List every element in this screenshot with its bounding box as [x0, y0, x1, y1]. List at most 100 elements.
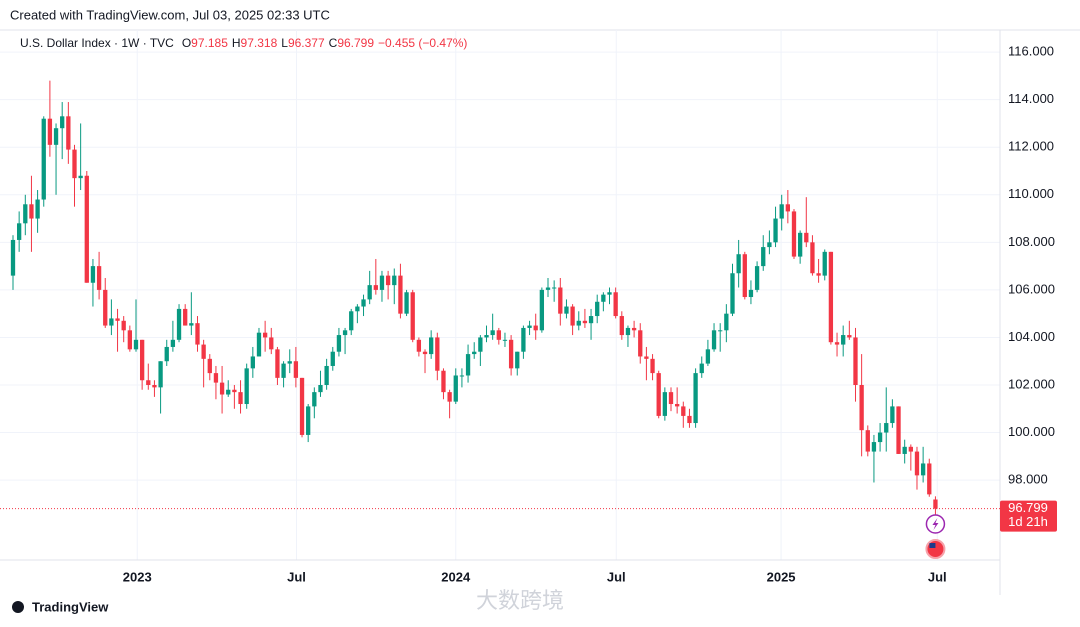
candle-body	[570, 306, 575, 326]
ohlc-value: 97.318	[241, 36, 278, 50]
candle-body	[656, 373, 661, 416]
brand: TradingView	[32, 599, 109, 614]
candle-body	[293, 361, 299, 378]
candle-body	[681, 406, 686, 416]
ohlc-letter: H	[232, 36, 241, 50]
candle-body	[336, 335, 342, 352]
event-icon-bolt	[932, 518, 939, 530]
flag-icon	[925, 539, 946, 559]
candle-body	[687, 415, 692, 424]
candle-body	[23, 204, 28, 224]
candle-body	[601, 294, 606, 302]
y-tick-label: 98.000	[1008, 472, 1048, 487]
candle-body	[35, 199, 40, 219]
y-tick-label: 100.000	[1008, 424, 1055, 439]
candle-body	[392, 275, 397, 286]
candle-body	[262, 332, 268, 338]
candle-body	[588, 316, 594, 324]
candle-body	[355, 306, 360, 312]
candle-body	[539, 289, 545, 331]
candle-body	[183, 308, 188, 326]
candle-body	[410, 292, 415, 340]
candle-body	[730, 273, 735, 314]
candle-body	[189, 323, 194, 326]
candle-body	[779, 204, 784, 219]
candle-body	[238, 392, 243, 405]
candle-body	[213, 373, 219, 383]
candle-body	[256, 332, 262, 357]
candle-body	[324, 365, 329, 385]
candle-body	[453, 375, 458, 402]
candle-body	[502, 339, 508, 341]
candle-body	[748, 289, 754, 298]
candle-body	[219, 382, 225, 395]
ohlc-value: 96.799	[337, 36, 374, 50]
candle-body	[521, 327, 526, 352]
candle-body	[472, 351, 477, 355]
candle-body	[847, 335, 852, 338]
candle-body	[834, 342, 840, 345]
y-tick-label: 110.000	[1008, 186, 1054, 201]
candle-body	[828, 251, 834, 343]
candle-body	[595, 301, 600, 317]
candle-body	[496, 330, 501, 340]
candle-body	[72, 149, 77, 179]
candle-body	[385, 275, 391, 286]
candle-body	[349, 311, 354, 331]
candle-body	[478, 337, 483, 352]
candle-body	[404, 292, 409, 314]
candle-body	[342, 330, 348, 336]
candle-body	[742, 254, 747, 298]
candle-body	[109, 318, 114, 326]
candle-body	[576, 320, 581, 326]
candle-body	[797, 232, 803, 257]
ohlc-letter: L	[281, 36, 288, 50]
x-tick-label: Jul	[607, 569, 626, 584]
candle-body	[484, 335, 489, 338]
candle-body	[146, 380, 151, 385]
candle-body	[53, 128, 59, 145]
y-tick-label: 104.000	[1008, 329, 1055, 344]
candle-body	[226, 389, 231, 395]
candle-body	[607, 292, 612, 295]
candle-body	[927, 463, 932, 495]
candle-body	[902, 446, 907, 454]
candle-body	[465, 354, 471, 376]
candle-body	[435, 337, 440, 371]
candle-body	[195, 323, 200, 345]
candle-body	[508, 339, 514, 369]
candle-body	[367, 285, 372, 300]
candle-body	[625, 327, 631, 336]
last-price-label: 96.799	[1008, 500, 1048, 515]
candle-body	[250, 356, 255, 369]
flag-icon-canton	[929, 543, 936, 548]
ohlc-value: 96.377	[288, 36, 325, 50]
candle-body	[306, 406, 311, 435]
candle-body	[662, 392, 668, 416]
candle-body	[201, 344, 206, 359]
candle-body	[816, 273, 821, 276]
watermark: 大数跨境	[476, 588, 564, 613]
candle-body	[865, 430, 870, 452]
candle-body	[791, 211, 797, 257]
candle-body	[582, 320, 588, 324]
candle-body	[773, 218, 778, 243]
candle-body	[822, 251, 827, 276]
candle-body	[275, 349, 280, 378]
candle-body	[841, 335, 846, 345]
candle-body	[90, 266, 96, 283]
ohlc-letter: O	[182, 36, 191, 50]
candle-body	[269, 337, 274, 350]
candle-body	[170, 339, 176, 347]
candle-body	[127, 330, 132, 350]
candle-body	[718, 330, 723, 332]
candle-body	[164, 346, 169, 362]
candle-body	[914, 451, 920, 476]
y-tick-label: 114.000	[1008, 91, 1054, 106]
candle-body	[884, 423, 889, 433]
candle-body	[232, 389, 237, 393]
candle-body	[416, 339, 422, 352]
brand-logo	[12, 601, 24, 613]
candle-body	[564, 306, 569, 314]
